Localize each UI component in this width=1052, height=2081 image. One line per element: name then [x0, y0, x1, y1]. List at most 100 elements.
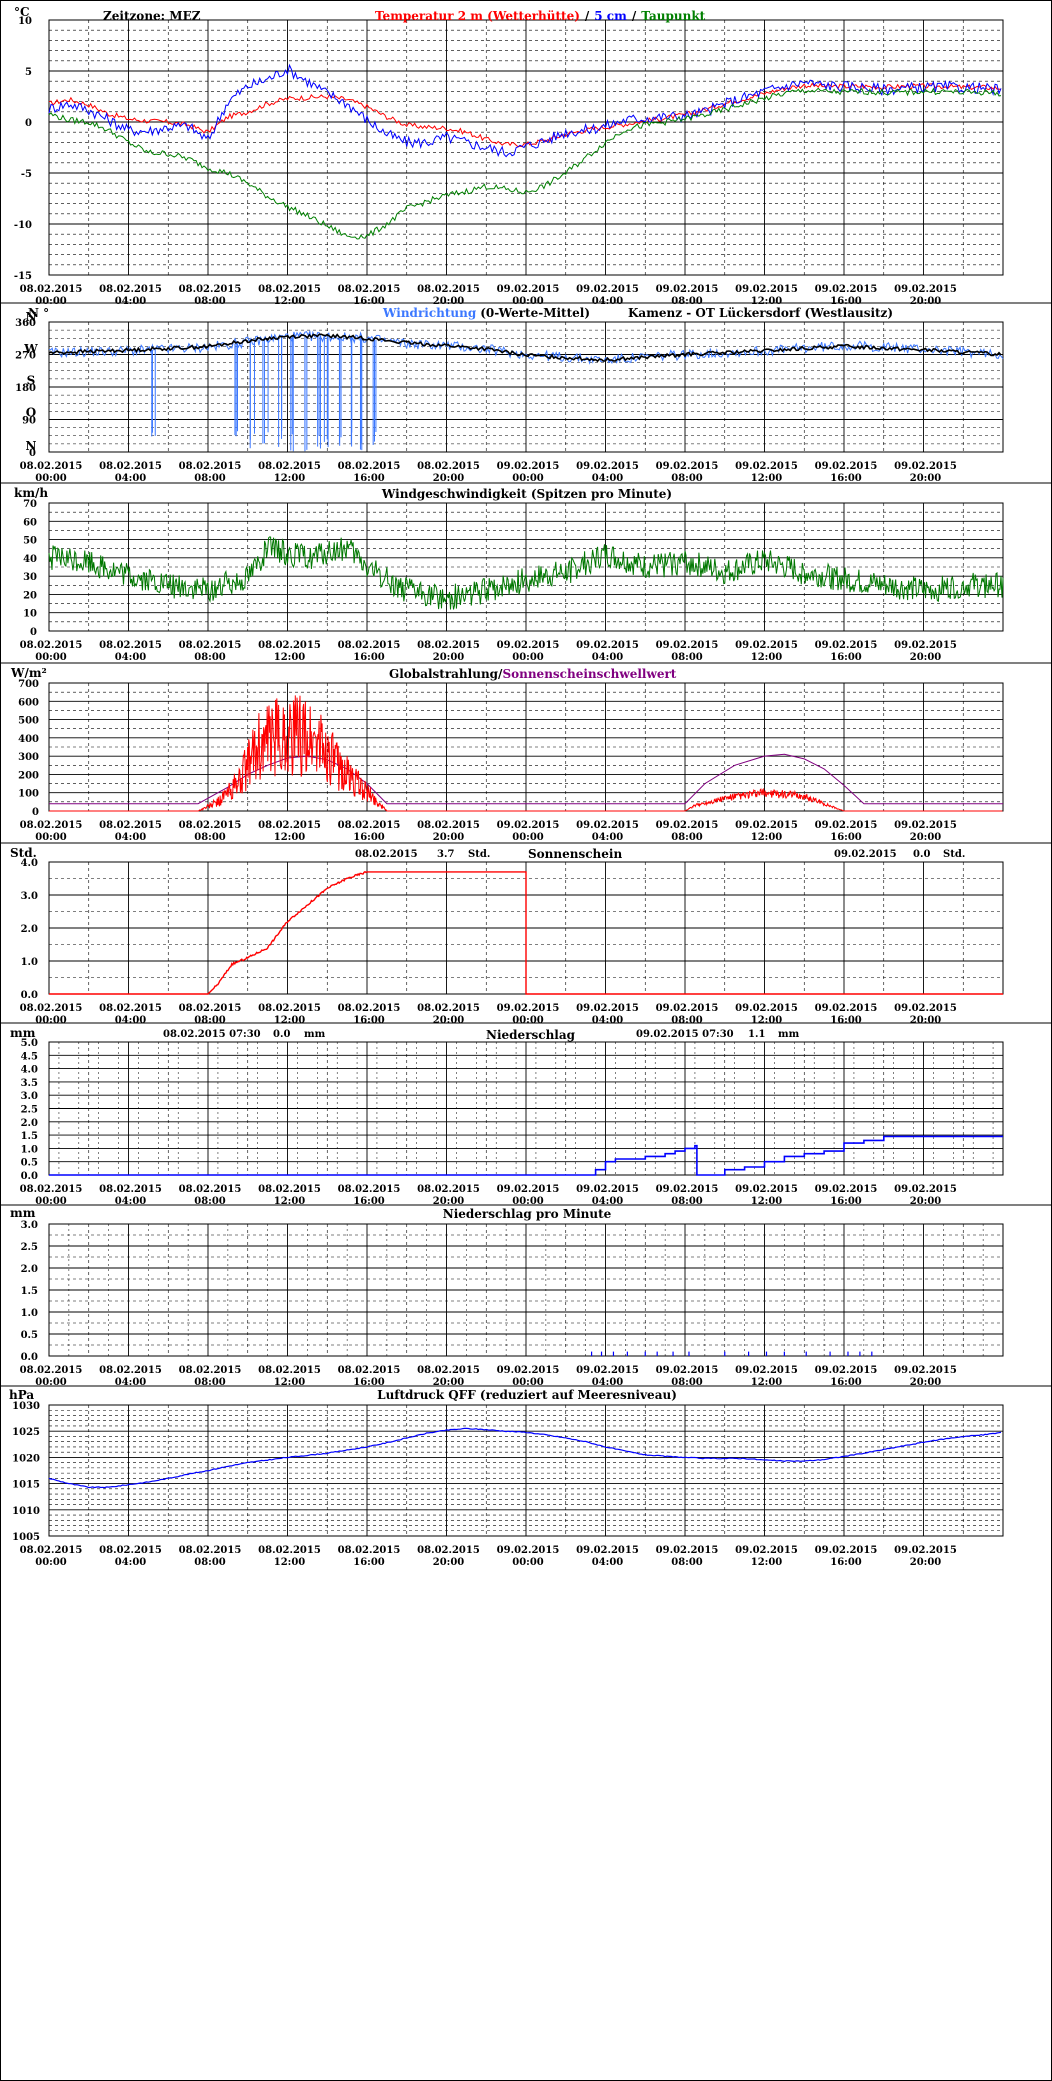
y-tick-label: 1030	[12, 1401, 40, 1412]
x-tick-date: 09.02.2015	[815, 820, 878, 831]
x-tick-date: 08.02.2015	[258, 284, 321, 295]
x-tick-time: 08:00	[671, 1377, 703, 1388]
x-tick-time: 16:00	[353, 473, 385, 484]
y-unit: °C	[14, 5, 30, 19]
y-tick-label: 100	[18, 789, 39, 800]
y-tick-label: 180	[15, 383, 36, 394]
y-tick-label: 0	[32, 807, 39, 818]
y-tick-label: 90	[22, 416, 36, 427]
x-tick-date: 08.02.2015	[99, 284, 162, 295]
x-tick-date: 08.02.2015	[20, 284, 83, 295]
x-tick-time: 16:00	[830, 473, 862, 484]
compass-label: O	[26, 406, 36, 420]
x-tick-time: 04:00	[592, 832, 624, 843]
x-tick-time: 00:00	[512, 473, 544, 484]
y-tick-label: -10	[14, 220, 32, 231]
x-tick-date: 08.02.2015	[258, 640, 321, 651]
x-tick-time: 04:00	[115, 1015, 147, 1026]
y-tick-label: 1020	[12, 1453, 40, 1464]
x-tick-date: 08.02.2015	[99, 1365, 162, 1376]
x-tick-time: 12:00	[274, 473, 306, 484]
y-tick-label: 70	[23, 499, 37, 510]
y-tick-label: 60	[23, 517, 37, 528]
x-tick-time: 20:00	[433, 1377, 465, 1388]
x-tick-date: 09.02.2015	[735, 640, 798, 651]
x-tick-date: 09.02.2015	[656, 820, 719, 831]
y-tick-label: 5	[25, 67, 32, 78]
x-tick-date: 08.02.2015	[99, 1545, 162, 1556]
y-tick-label: 1.0	[21, 1308, 38, 1319]
x-tick-date: 09.02.2015	[815, 1365, 878, 1376]
x-tick-time: 04:00	[592, 296, 624, 307]
x-tick-time: 16:00	[830, 1557, 862, 1568]
chart-title: Windgeschwindigkeit (Spitzen pro Minute)	[381, 487, 672, 501]
x-tick-date: 09.02.2015	[656, 1545, 719, 1556]
compass-label: N	[26, 310, 37, 324]
y-tick-label: 2.0	[21, 924, 38, 935]
x-tick-time: 16:00	[830, 1196, 862, 1207]
plot-area	[48, 1223, 1004, 1357]
x-tick-time: 16:00	[353, 652, 385, 663]
x-tick-date: 08.02.2015	[338, 1545, 401, 1556]
x-tick-date: 09.02.2015	[815, 1184, 878, 1195]
x-tick-date: 09.02.2015	[497, 1003, 560, 1014]
x-tick-time: 20:00	[910, 1377, 942, 1388]
summary-date: 08.02.2015 07:30	[163, 1029, 261, 1040]
y-tick-label: 2.5	[21, 1242, 38, 1253]
y-tick-label: 1010	[12, 1506, 40, 1517]
x-tick-date: 08.02.2015	[179, 1003, 242, 1014]
y-tick-label: 50	[23, 536, 37, 547]
title-part: Windrichtung	[382, 306, 477, 320]
x-tick-date: 09.02.2015	[894, 284, 957, 295]
title-part: 5 cm	[594, 9, 627, 23]
x-tick-time: 20:00	[433, 1196, 465, 1207]
chart-title: Sonnenschein	[528, 847, 622, 861]
x-tick-date: 09.02.2015	[735, 1003, 798, 1014]
x-tick-time: 00:00	[35, 1015, 67, 1026]
x-tick-date: 08.02.2015	[179, 820, 242, 831]
x-tick-date: 08.02.2015	[99, 1003, 162, 1014]
y-unit: W/m²	[10, 666, 47, 680]
pressure-line	[48, 1427, 1002, 1489]
x-tick-time: 00:00	[35, 1196, 67, 1207]
y-tick-label: 40	[23, 554, 37, 565]
x-tick-date: 08.02.2015	[179, 1365, 242, 1376]
y-tick-label: 3.0	[21, 891, 38, 902]
x-tick-time: 12:00	[751, 832, 783, 843]
x-tick-time: 00:00	[35, 832, 67, 843]
x-tick-date: 08.02.2015	[20, 1545, 83, 1556]
x-tick-time: 00:00	[512, 832, 544, 843]
y-tick-label: 300	[18, 752, 39, 763]
x-tick-time: 16:00	[353, 1557, 385, 1568]
x-tick-time: 12:00	[751, 1015, 783, 1026]
compass-label: S	[27, 374, 36, 388]
x-tick-date: 09.02.2015	[576, 1184, 639, 1195]
x-tick-date: 09.02.2015	[497, 820, 560, 831]
y-tick-label: 0.0	[21, 1171, 38, 1182]
title-part: /	[585, 9, 590, 23]
x-tick-date: 08.02.2015	[20, 820, 83, 831]
x-tick-time: 20:00	[433, 473, 465, 484]
x-tick-time: 04:00	[115, 1377, 147, 1388]
y-tick-label: 4.0	[21, 1065, 38, 1076]
x-tick-time: 20:00	[433, 652, 465, 663]
x-tick-time: 20:00	[433, 832, 465, 843]
summary-unit: Std.	[943, 849, 965, 860]
threshold-line	[49, 753, 1003, 805]
x-tick-time: 16:00	[353, 296, 385, 307]
y-unit: mm	[10, 1206, 36, 1220]
y-unit: hPa	[9, 1388, 34, 1402]
x-tick-date: 08.02.2015	[338, 820, 401, 831]
title-part: /	[632, 9, 637, 23]
x-tick-time: 08:00	[671, 1015, 703, 1026]
x-tick-date: 09.02.2015	[815, 1003, 878, 1014]
plot-area	[48, 1404, 1004, 1537]
x-tick-time: 04:00	[592, 1015, 624, 1026]
x-tick-date: 08.02.2015	[338, 284, 401, 295]
x-tick-date: 08.02.2015	[20, 461, 83, 472]
x-tick-time: 20:00	[433, 1015, 465, 1026]
chart-title: Temperatur 2 m (Wetterhütte) / 5 cm / Taupun…	[375, 9, 706, 23]
chart-title: Niederschlag	[486, 1028, 576, 1042]
x-tick-time: 12:00	[751, 1557, 783, 1568]
summary-value: 3.7	[437, 849, 454, 860]
